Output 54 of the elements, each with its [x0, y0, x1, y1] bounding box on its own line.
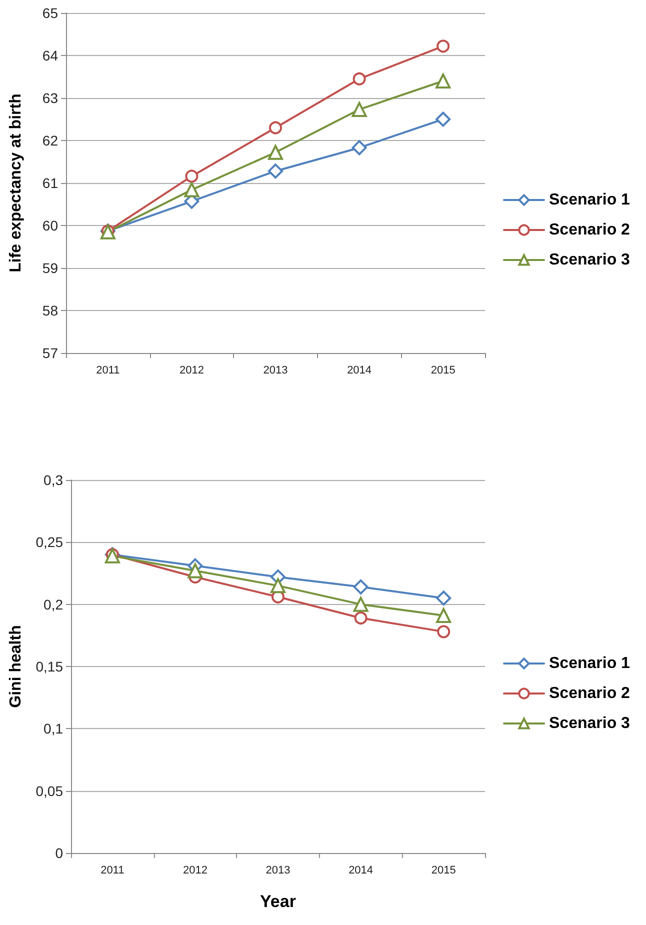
x-tick-label: 2011 — [100, 864, 124, 876]
point — [354, 612, 368, 625]
y-axis-title: Gini health — [8, 625, 24, 708]
y-tick-label: 0,25 — [36, 534, 64, 550]
y-tick-label: 0,05 — [36, 782, 64, 799]
x-tick-label: 2013 — [263, 364, 288, 376]
y-tick-label: 0,3 — [44, 472, 64, 488]
x-tick-label: 2012 — [182, 864, 208, 876]
x-tick-label: 2014 — [347, 364, 372, 376]
legend-label: Scenario 1 — [549, 192, 630, 208]
point — [436, 40, 450, 53]
y-tick-label: 65 — [42, 5, 58, 21]
point — [437, 625, 450, 638]
legend-label: Scenario 2 — [549, 222, 630, 238]
y-tick-label: 0,1 — [44, 720, 64, 737]
x-tick-label: 2013 — [266, 864, 290, 876]
point — [436, 74, 451, 88]
point — [352, 72, 366, 86]
y-tick-label: 0,15 — [36, 658, 64, 674]
x-tick-label: 2011 — [96, 364, 120, 376]
point — [436, 590, 452, 606]
x-tick-label: 2012 — [179, 364, 204, 376]
y-tick-label: 0 — [55, 845, 64, 861]
y-tick-label: 61 — [42, 175, 58, 191]
y-tick-label: 60 — [42, 218, 58, 234]
legend-label: Scenario 2 — [549, 685, 630, 702]
x-axis-title: Year — [260, 892, 296, 911]
y-tick-label: 62 — [42, 132, 58, 148]
y-tick-label: 63 — [42, 90, 58, 106]
y-tick-label: 64 — [42, 48, 58, 64]
point — [185, 170, 198, 183]
x-tick-label: 2015 — [431, 864, 456, 876]
y-axis-title: Life expectancy at birth — [8, 94, 24, 272]
point — [353, 596, 368, 612]
point — [352, 102, 367, 117]
legend-label: Scenario 3 — [549, 252, 630, 268]
y-tick-label: 58 — [42, 302, 58, 318]
point — [436, 112, 451, 127]
x-tick-label: 2015 — [430, 364, 456, 376]
x-tick-label: 2014 — [348, 864, 374, 876]
point — [436, 608, 452, 624]
point — [270, 578, 286, 594]
point — [269, 121, 282, 134]
legend-label: Scenario 1 — [549, 655, 630, 672]
legend-label: Scenario 3 — [549, 715, 630, 732]
point — [268, 144, 283, 160]
y-tick-label: 0,2 — [44, 596, 64, 612]
y-tick-label: 57 — [42, 345, 58, 361]
point — [353, 579, 368, 594]
point — [268, 164, 283, 179]
point — [352, 140, 367, 156]
y-tick-label: 59 — [42, 260, 58, 276]
point — [184, 182, 200, 198]
point — [188, 563, 203, 578]
